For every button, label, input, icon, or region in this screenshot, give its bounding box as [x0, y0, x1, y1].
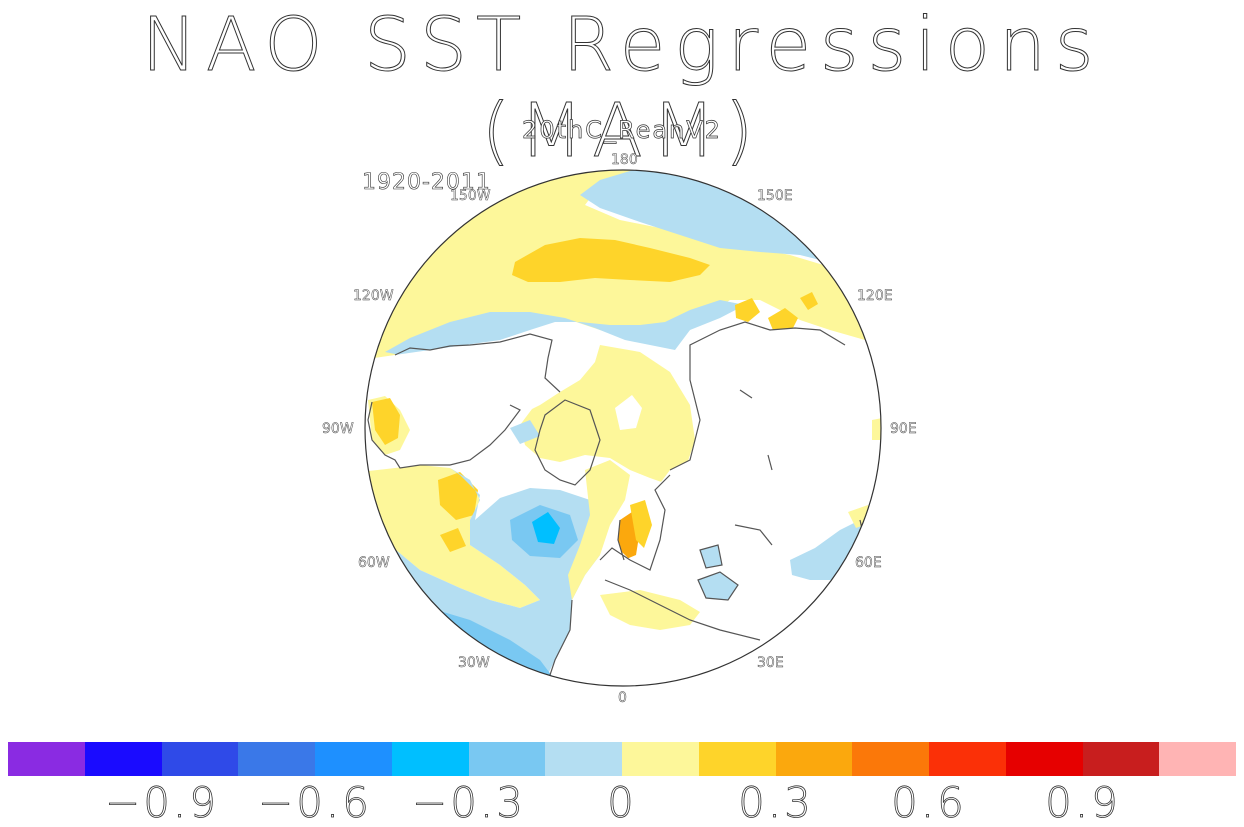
colorbar-label-0-6: 0.6 [891, 778, 967, 827]
period-label: 1920-2011 [362, 170, 491, 196]
colorbar-segment-2 [161, 742, 239, 776]
colorbar-segment-11 [852, 742, 929, 776]
arctic-positive-region [520, 345, 695, 485]
arctic-negative-strip [510, 420, 540, 444]
colorbar-segment-1 [84, 742, 162, 776]
colorbar-label-0-3: 0.3 [738, 778, 814, 827]
hudson-core [372, 398, 400, 445]
caspian-negative [700, 545, 722, 568]
lon-label-150w: 150W [450, 188, 491, 205]
colorbar-label-0: 0 [607, 778, 637, 827]
coast-north-america [367, 333, 561, 469]
lon-label-60e: 60E [855, 555, 882, 572]
lon-label-90e: 90E [890, 421, 917, 438]
colorbar-segment-12 [929, 742, 1006, 776]
map-content [365, 170, 881, 686]
colorbar-segment-8 [622, 742, 699, 776]
colorbar-segment-13 [1005, 742, 1083, 776]
colorbar-segment-5 [391, 742, 469, 776]
lon-label-120e: 120E [857, 288, 893, 305]
lon-label-30w: 30W [458, 655, 490, 672]
polar-map [364, 169, 882, 687]
colorbar-label-neg-0-6: −0.6 [258, 778, 372, 827]
arctic-white-patch [615, 395, 642, 430]
colorbar [8, 742, 1236, 776]
colorbar-label-neg-0-3: −0.3 [412, 778, 526, 827]
coast-black-sea [697, 571, 739, 601]
east-asia-positive-core-3 [800, 292, 818, 310]
colorbar-label-neg-0-9: −0.9 [105, 778, 219, 827]
figure-subtitle: 20thC_ReanV2 [522, 116, 722, 145]
pacific-positive-core [512, 238, 710, 282]
atlantic-positive-core-1 [438, 472, 478, 520]
lon-label-120w: 120W [353, 288, 394, 305]
colorbar-segment-6 [468, 742, 546, 776]
east-asia-positive-south [872, 418, 881, 440]
lon-label-90w: 90W [322, 421, 354, 438]
colorbar-segment-0 [8, 742, 85, 776]
colorbar-segment-14 [1082, 742, 1160, 776]
black-sea-negative [698, 572, 738, 600]
lon-label-0: 0 [618, 690, 627, 707]
atlantic-positive-core-2 [440, 528, 466, 552]
north-america-land [365, 334, 560, 472]
colorbar-segment-7 [545, 742, 622, 776]
colorbar-label-0-9: 0.9 [1045, 778, 1121, 827]
lon-label-180: 180 [611, 152, 638, 169]
colorbar-segment-3 [238, 742, 315, 776]
coast-arctic-asia [669, 321, 846, 471]
colorbar-segment-4 [315, 742, 392, 776]
mediterranean-positive [600, 590, 700, 630]
colorbar-segment-15 [1159, 742, 1236, 776]
colorbar-segment-9 [698, 742, 776, 776]
coast-europe [599, 474, 761, 641]
lon-label-30e: 30E [757, 655, 784, 672]
nordic-seas-positive [568, 460, 630, 600]
lon-label-150e: 150E [757, 188, 793, 205]
map-boundary [364, 169, 882, 687]
coast-greenland [534, 399, 601, 486]
coast-caspian [699, 544, 723, 569]
east-asia-positive-core-1 [735, 298, 760, 322]
baltic-positive-edge [630, 500, 652, 548]
lon-label-60w: 60W [358, 555, 390, 572]
atlantic-negative-core [532, 512, 560, 544]
pacific-negative-south [385, 300, 745, 356]
colorbar-segment-10 [775, 742, 853, 776]
figure-title: NAO SST Regressions (MAM) [141, 2, 1103, 175]
